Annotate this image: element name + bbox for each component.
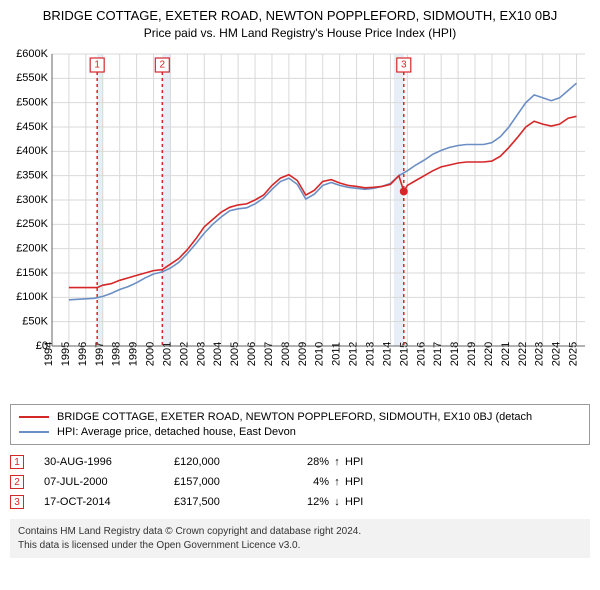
svg-text:1996: 1996: [77, 342, 89, 366]
svg-text:2005: 2005: [229, 342, 241, 366]
legend-label: HPI: Average price, detached house, East…: [57, 426, 296, 438]
arrow-up-icon: ↑: [329, 476, 345, 488]
sales-date: 30-AUG-1996: [44, 456, 174, 468]
svg-text:2001: 2001: [161, 342, 173, 366]
footer-line: Contains HM Land Registry data © Crown c…: [18, 525, 582, 539]
svg-text:£550K: £550K: [16, 72, 48, 84]
svg-text:2007: 2007: [263, 342, 275, 366]
sales-date: 17-OCT-2014: [44, 496, 174, 508]
svg-text:2013: 2013: [364, 342, 376, 366]
svg-text:£600K: £600K: [16, 48, 48, 60]
svg-text:2014: 2014: [381, 342, 393, 366]
legend-label: BRIDGE COTTAGE, EXETER ROAD, NEWTON POPP…: [57, 411, 532, 423]
arrow-down-icon: ↓: [329, 496, 345, 508]
svg-text:2004: 2004: [212, 342, 224, 366]
svg-text:£100K: £100K: [16, 291, 48, 303]
sales-price: £317,500: [174, 496, 284, 508]
sales-date: 07-JUL-2000: [44, 476, 174, 488]
svg-text:1994: 1994: [43, 342, 55, 366]
footer-attribution: Contains HM Land Registry data © Crown c…: [10, 519, 590, 558]
sales-price: £157,000: [174, 476, 284, 488]
svg-text:1998: 1998: [111, 342, 123, 366]
svg-text:2018: 2018: [449, 342, 461, 366]
sales-marker: 1: [10, 455, 24, 469]
svg-text:2002: 2002: [178, 342, 190, 366]
svg-text:2023: 2023: [534, 342, 546, 366]
chart-plot: £0£50K£100K£150K£200K£250K£300K£350K£400…: [10, 46, 590, 396]
svg-text:2015: 2015: [398, 342, 410, 366]
svg-text:2006: 2006: [246, 342, 258, 366]
svg-text:1997: 1997: [94, 342, 106, 366]
svg-text:2017: 2017: [432, 342, 444, 366]
svg-text:£400K: £400K: [16, 145, 48, 157]
svg-text:2008: 2008: [280, 342, 292, 366]
svg-text:2019: 2019: [466, 342, 478, 366]
svg-text:£250K: £250K: [16, 218, 48, 230]
svg-text:2000: 2000: [145, 342, 157, 366]
svg-text:£500K: £500K: [16, 97, 48, 109]
svg-text:2020: 2020: [483, 342, 495, 366]
svg-text:2012: 2012: [348, 342, 360, 366]
sales-hpi-label: HPI: [345, 476, 363, 488]
svg-text:£200K: £200K: [16, 243, 48, 255]
sales-hpi-label: HPI: [345, 496, 363, 508]
svg-text:3: 3: [401, 60, 407, 71]
svg-text:£300K: £300K: [16, 194, 48, 206]
svg-text:£50K: £50K: [22, 316, 48, 328]
footer-line: This data is licensed under the Open Gov…: [18, 539, 582, 553]
sales-hpi-label: HPI: [345, 456, 363, 468]
legend-swatch: [19, 431, 49, 433]
legend-item: HPI: Average price, detached house, East…: [19, 426, 581, 438]
sales-row: 1 30-AUG-1996£120,00028%↑HPI: [10, 455, 590, 469]
sales-row: 2 07-JUL-2000£157,0004%↑HPI: [10, 475, 590, 489]
sales-pct: 28%: [284, 456, 329, 468]
legend-item: BRIDGE COTTAGE, EXETER ROAD, NEWTON POPP…: [19, 411, 581, 423]
chart-container: BRIDGE COTTAGE, EXETER ROAD, NEWTON POPP…: [0, 0, 600, 568]
svg-text:2024: 2024: [551, 342, 563, 366]
sales-marker: 2: [10, 475, 24, 489]
svg-text:1999: 1999: [128, 342, 140, 366]
chart-subtitle: Price paid vs. HM Land Registry's House …: [10, 26, 590, 40]
svg-text:2025: 2025: [568, 342, 580, 366]
chart-title: BRIDGE COTTAGE, EXETER ROAD, NEWTON POPP…: [10, 8, 590, 23]
svg-text:2021: 2021: [500, 342, 512, 366]
svg-text:2010: 2010: [314, 342, 326, 366]
legend: BRIDGE COTTAGE, EXETER ROAD, NEWTON POPP…: [10, 404, 590, 445]
sales-pct: 4%: [284, 476, 329, 488]
svg-text:£450K: £450K: [16, 121, 48, 133]
legend-swatch: [19, 416, 49, 418]
svg-text:1995: 1995: [60, 342, 72, 366]
sales-marker: 3: [10, 495, 24, 509]
svg-text:1: 1: [94, 60, 100, 71]
svg-text:£150K: £150K: [16, 267, 48, 279]
svg-text:2016: 2016: [415, 342, 427, 366]
svg-text:2003: 2003: [195, 342, 207, 366]
svg-text:£350K: £350K: [16, 170, 48, 182]
sales-price: £120,000: [174, 456, 284, 468]
sales-pct: 12%: [284, 496, 329, 508]
sales-table: 130-AUG-1996£120,00028%↑HPI207-JUL-2000£…: [10, 455, 590, 509]
sales-row: 3 17-OCT-2014£317,50012%↓HPI: [10, 495, 590, 509]
arrow-up-icon: ↑: [329, 456, 345, 468]
chart-svg: £0£50K£100K£150K£200K£250K£300K£350K£400…: [10, 46, 590, 396]
svg-text:2022: 2022: [517, 342, 529, 366]
svg-text:2009: 2009: [297, 342, 309, 366]
svg-text:2: 2: [160, 60, 166, 71]
